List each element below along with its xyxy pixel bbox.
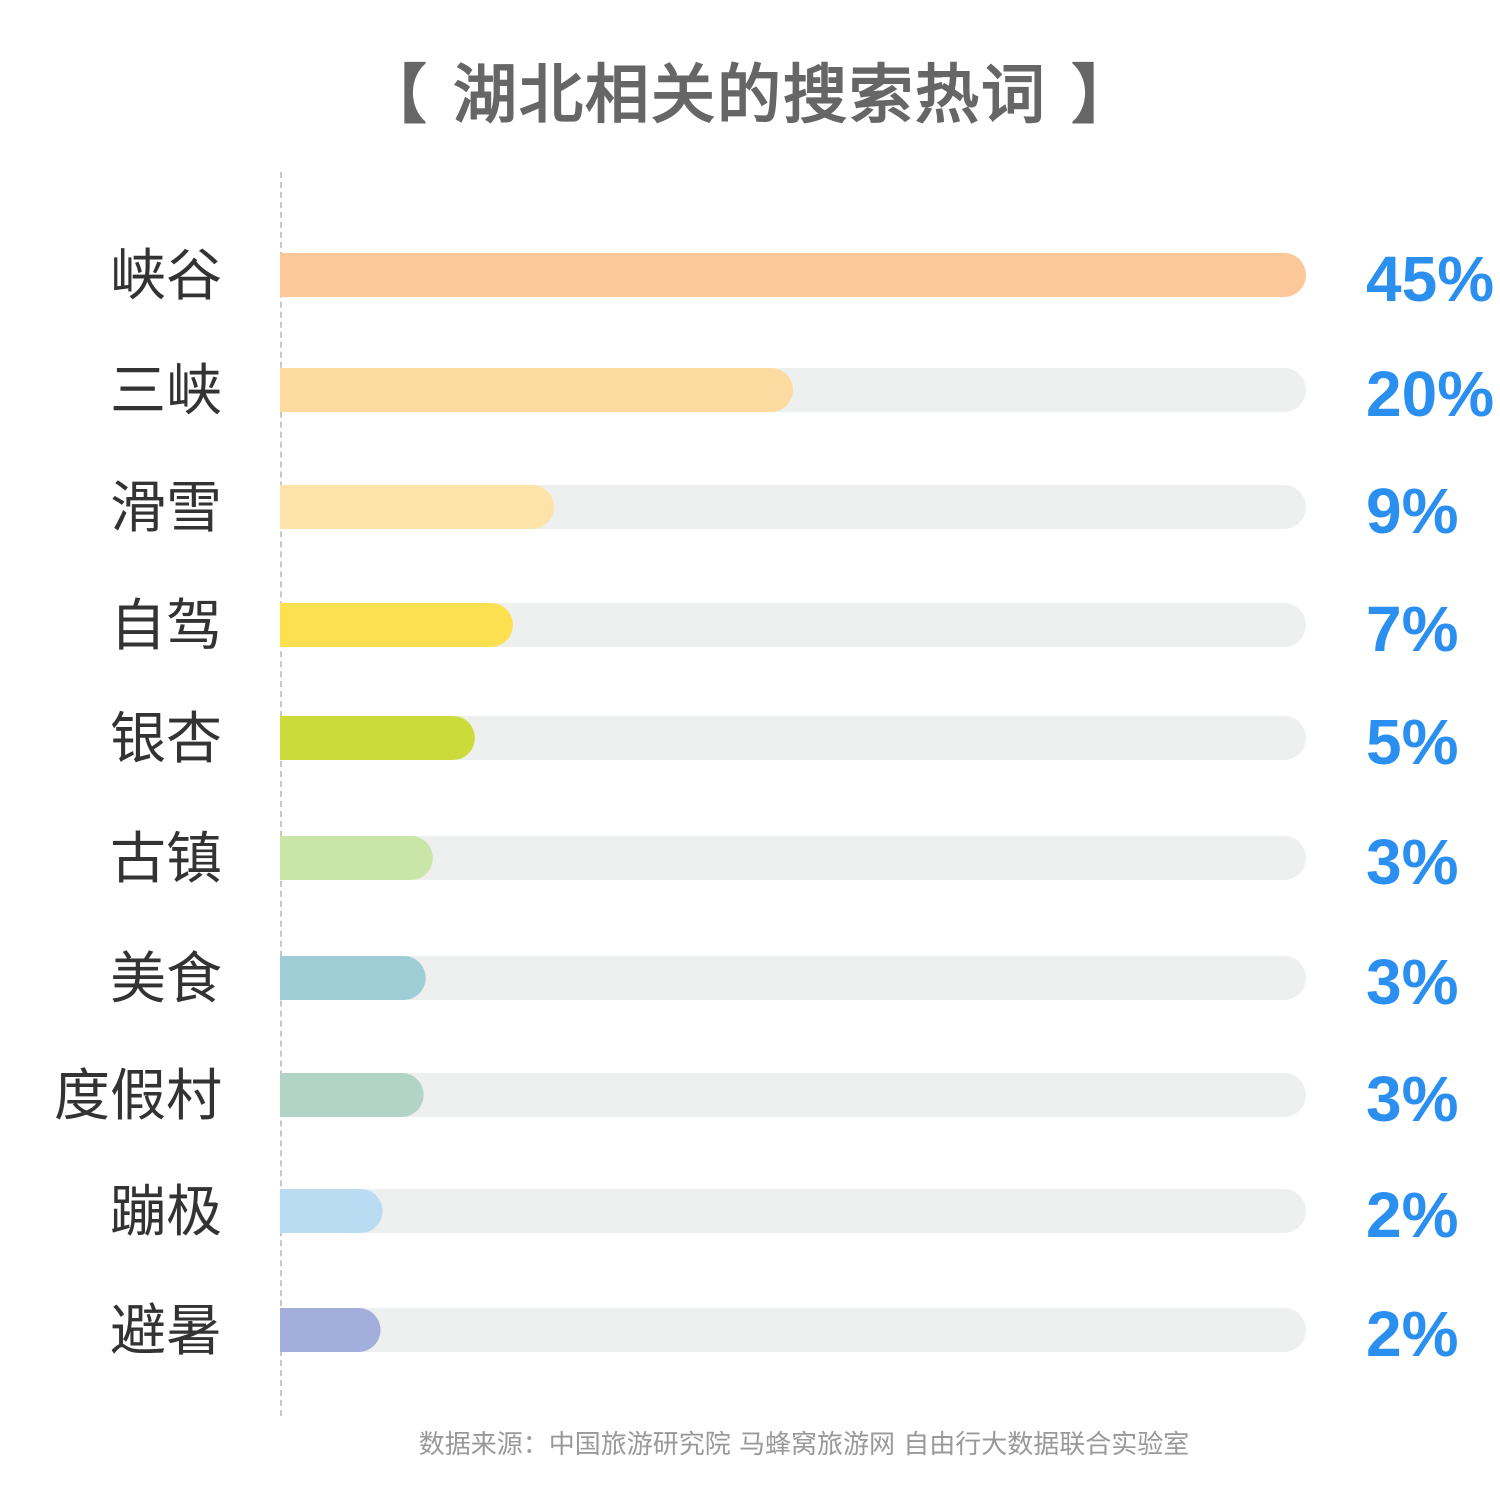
category-label: 古镇 bbox=[110, 827, 222, 892]
bar-track bbox=[280, 1308, 1306, 1352]
category-label: 蹦极 bbox=[110, 1180, 222, 1245]
bar-track bbox=[280, 603, 1306, 647]
bar-row: 滑雪 9% bbox=[110, 475, 1459, 547]
value-label: 9% bbox=[1366, 475, 1459, 547]
category-label: 滑雪 bbox=[110, 476, 222, 541]
bar-row: 蹦极 2% bbox=[110, 1179, 1459, 1251]
value-label: 3% bbox=[1366, 946, 1459, 1018]
bar-row: 避暑 2% bbox=[110, 1298, 1459, 1370]
bar-row: 峡谷 45% bbox=[110, 243, 1494, 315]
bar-left-edge bbox=[280, 716, 302, 760]
bar-left-edge bbox=[280, 1189, 302, 1233]
bar-left-edge bbox=[280, 368, 302, 412]
value-label: 3% bbox=[1366, 1063, 1459, 1135]
bar-track bbox=[280, 956, 1306, 1000]
value-label: 7% bbox=[1366, 593, 1459, 665]
bar-track bbox=[280, 1073, 1306, 1117]
bar-row: 银杏 5% bbox=[110, 706, 1459, 778]
bar bbox=[280, 485, 554, 529]
bar bbox=[280, 1073, 424, 1117]
category-label: 避暑 bbox=[110, 1299, 222, 1364]
bar bbox=[280, 1308, 381, 1352]
bar-left-edge bbox=[280, 603, 302, 647]
bar-left-edge bbox=[280, 1073, 302, 1117]
value-label: 5% bbox=[1366, 706, 1459, 778]
bar-row: 度假村 3% bbox=[54, 1063, 1459, 1135]
bar-track bbox=[280, 836, 1306, 880]
bar-track bbox=[280, 716, 1306, 760]
category-label: 度假村 bbox=[54, 1064, 222, 1129]
bar-row: 古镇 3% bbox=[110, 826, 1459, 898]
category-label: 三峡 bbox=[110, 359, 222, 424]
value-label: 2% bbox=[1366, 1298, 1459, 1370]
bar-row: 三峡 20% bbox=[110, 358, 1494, 430]
value-label: 20% bbox=[1366, 358, 1494, 430]
bar-row: 美食 3% bbox=[110, 946, 1459, 1018]
chart-title: 【 湖北相关的搜索热词 】 bbox=[362, 59, 1138, 133]
bar-left-edge bbox=[280, 485, 302, 529]
value-label: 45% bbox=[1366, 243, 1494, 315]
axis-line bbox=[280, 172, 282, 1416]
bar bbox=[280, 253, 1306, 297]
category-label: 峡谷 bbox=[110, 244, 222, 309]
bar bbox=[280, 716, 475, 760]
bar-left-edge bbox=[280, 253, 302, 297]
value-label: 3% bbox=[1366, 826, 1459, 898]
data-source: 数据来源：中国旅游研究院 马蜂窝旅游网 自由行大数据联合实验室 bbox=[418, 1430, 1190, 1460]
value-label: 2% bbox=[1366, 1179, 1459, 1251]
bar bbox=[280, 368, 793, 412]
category-label: 美食 bbox=[110, 947, 222, 1012]
bar-left-edge bbox=[280, 836, 302, 880]
bar bbox=[280, 836, 433, 880]
bar bbox=[280, 603, 513, 647]
bar-left-edge bbox=[280, 1308, 302, 1352]
bar-row: 自驾 7% bbox=[110, 593, 1459, 665]
bar bbox=[280, 956, 426, 1000]
category-label: 银杏 bbox=[110, 707, 222, 772]
bar bbox=[280, 1189, 383, 1233]
bar-track bbox=[280, 1189, 1306, 1233]
category-label: 自驾 bbox=[110, 594, 222, 659]
bar-left-edge bbox=[280, 956, 302, 1000]
